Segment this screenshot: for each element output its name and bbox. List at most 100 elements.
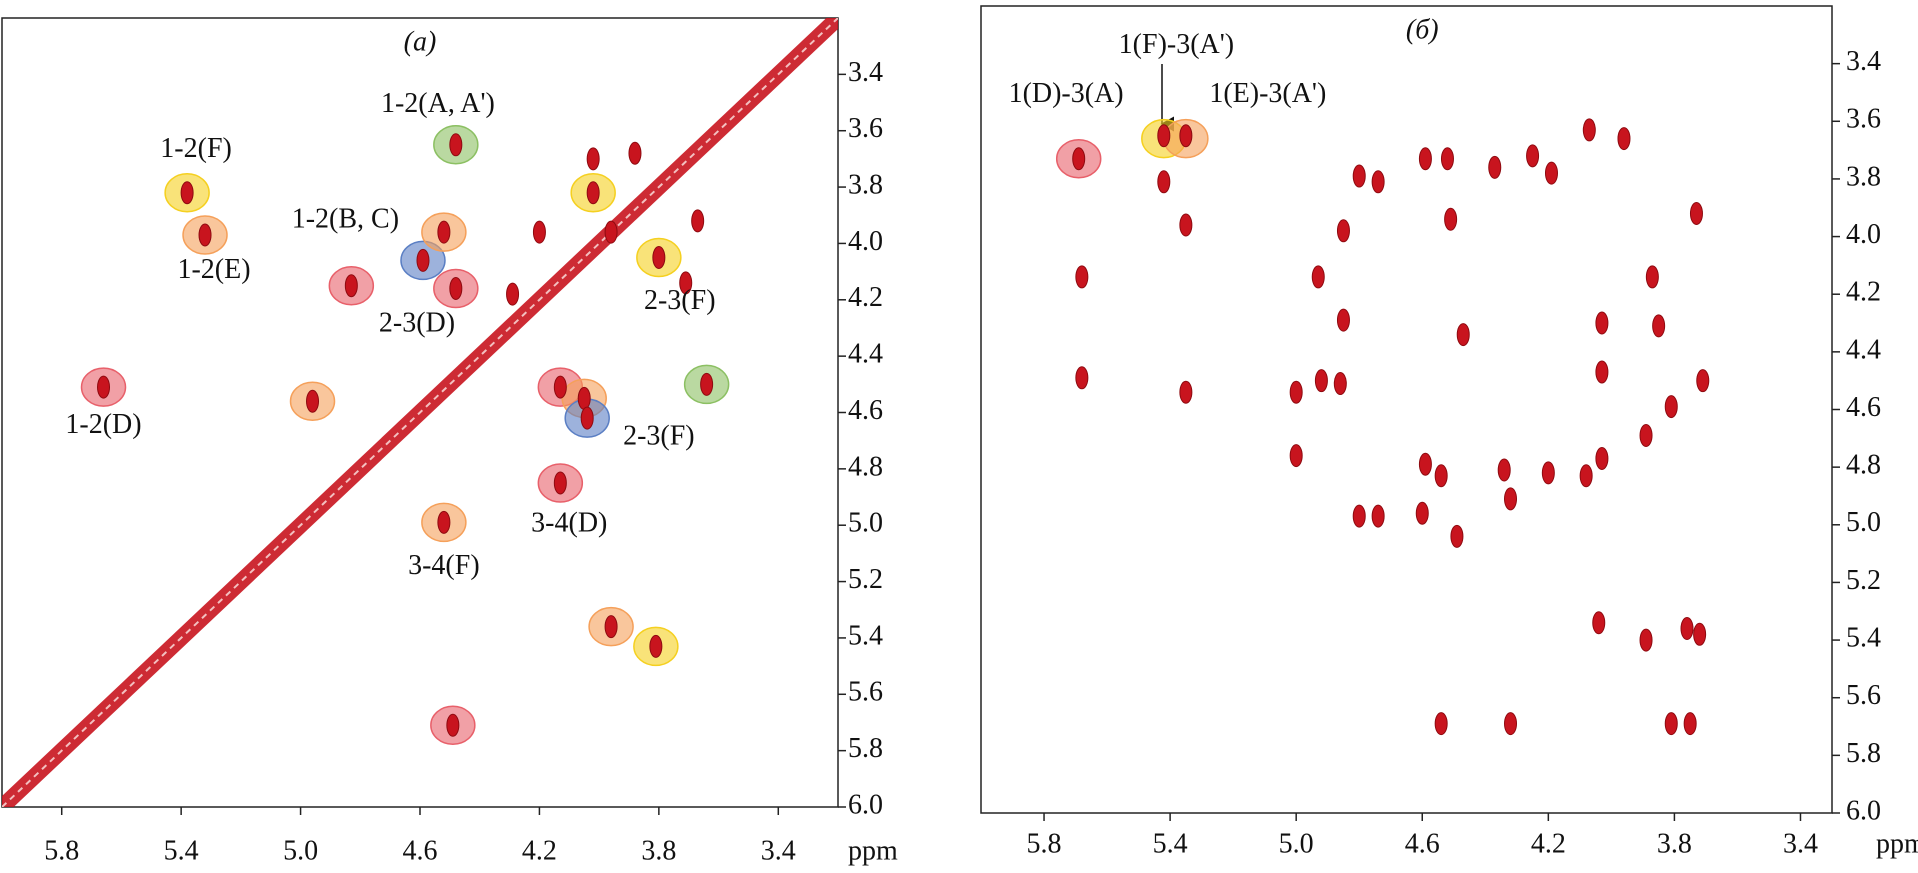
annotation: 1-2(D) [65,409,141,440]
peak [1617,127,1631,151]
peak [1444,207,1458,231]
peak [1582,118,1596,142]
peak [1652,314,1666,338]
panel-title: (a) [404,26,437,57]
peak [1664,395,1678,419]
peak [586,147,600,171]
y-tick-label: 4.4 [1846,334,1881,365]
annotation: 2-3(D) [379,308,455,339]
peak [652,246,666,270]
y-tick-label: 3.4 [1846,46,1881,77]
peak [1497,458,1511,482]
peak [580,406,594,430]
peak [1595,446,1609,470]
peak [198,223,212,247]
peak [1415,501,1429,525]
x-axis-label: ppm [848,835,898,866]
peak [449,133,463,157]
x-tick-label: 5.0 [283,835,318,866]
y-tick-label: 4.8 [848,451,883,482]
peak [506,282,520,306]
peak [1157,170,1171,194]
peak [1595,360,1609,384]
peak [1314,369,1328,393]
peak [1371,504,1385,528]
peak [1541,461,1555,485]
y-tick-label: 3.6 [848,113,883,144]
peak [1689,202,1703,226]
diagonal-core [2,18,838,807]
annotation: 1-2(F) [160,133,232,164]
peak [1157,124,1171,148]
y-tick-label: 5.6 [848,677,883,708]
peak [1526,144,1540,168]
peak [1336,308,1350,332]
x-tick-label: 3.4 [1783,828,1818,859]
peak [344,274,358,298]
peak [1434,464,1448,488]
y-tick-label: 4.0 [848,226,883,257]
peak [1072,147,1086,171]
x-tick-label: 4.2 [522,835,557,866]
peak [1075,265,1089,289]
peak [1336,219,1350,243]
annotation: 1-2(A, A') [381,88,495,119]
peak [1488,155,1502,179]
y-tick-label: 5.0 [1846,507,1881,538]
peak [577,386,591,410]
annotation: 3-4(F) [408,550,480,581]
x-tick-label: 3.4 [761,835,796,866]
x-tick-label: 5.8 [44,835,79,866]
peak [1504,487,1518,511]
x-tick-label: 5.4 [1153,828,1188,859]
x-tick-label: 4.6 [1405,828,1440,859]
annotation: 1(F)-3(A') [1119,29,1234,60]
peak [700,372,714,396]
peak [679,271,693,295]
annotation: 2-3(F) [623,420,695,451]
peak [1289,444,1303,468]
y-tick-label: 4.8 [1846,450,1881,481]
peak [1639,423,1653,447]
peak [306,389,320,413]
peak [180,181,194,205]
x-axis-label: ppm [1876,828,1918,859]
annotation: 2-3(F) [644,285,716,316]
peak [586,181,600,205]
peak [1440,147,1454,171]
peak [604,615,618,639]
peak [1664,712,1678,736]
peak [1418,452,1432,476]
x-tick-label: 5.4 [164,835,199,866]
peak [1352,504,1366,528]
peak [1504,712,1518,736]
peak [446,713,460,737]
x-tick-label: 3.8 [1657,828,1692,859]
y-tick-label: 4.6 [848,395,883,426]
peak [604,220,618,244]
peak [1311,265,1325,289]
peak [1639,628,1653,652]
peak [553,375,567,399]
y-tick-label: 4.2 [1846,277,1881,308]
peak [691,209,705,233]
peak [1456,323,1470,347]
peak [1544,161,1558,185]
annotation: 1-2(E) [177,254,250,285]
peak [437,220,451,244]
peak [1179,380,1193,404]
x-tick-label: 4.2 [1531,828,1566,859]
peak [1333,372,1347,396]
y-tick-label: 3.8 [848,169,883,200]
peak [532,220,546,244]
peak [1434,712,1448,736]
y-tick-label: 4.4 [848,339,883,370]
y-tick-label: 3.8 [1846,161,1881,192]
plot-frame [980,5,1833,814]
y-tick-label: 4.0 [1846,219,1881,250]
peak [1418,147,1432,171]
peak [1696,369,1710,393]
peak [97,375,111,399]
y-tick-label: 4.2 [848,282,883,313]
plot-area [1055,118,1710,736]
